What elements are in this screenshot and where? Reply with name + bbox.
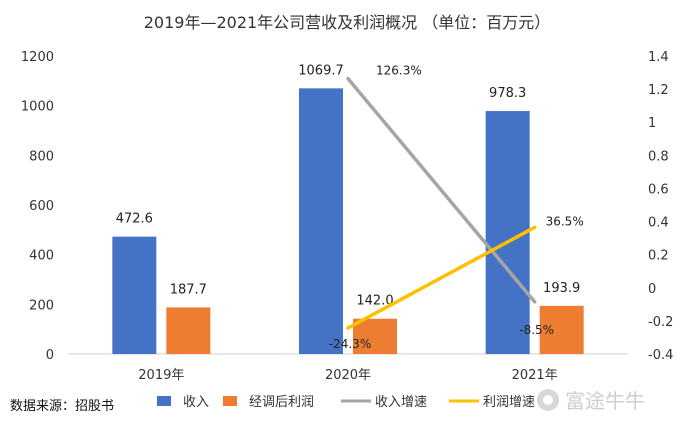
category-label: 2021年: [512, 368, 558, 383]
bar-data-label: 978.3: [489, 86, 526, 101]
legend-label: 利润增速: [483, 395, 535, 410]
bar-profit: [539, 305, 584, 354]
right-axis: -0.4 -0.2 0 0.2 0.4 0.6 0.8 1 1.2 1.4: [648, 50, 673, 363]
line-revenue-growth: [346, 76, 537, 304]
right-tick-label: 1.4: [648, 50, 669, 65]
line-data-label: 36.5%: [546, 214, 584, 228]
line-profit-growth: [346, 225, 537, 330]
line-data-label: -8.5%: [519, 323, 554, 337]
line-data-label: -24.3%: [329, 337, 371, 351]
right-tick-label: 1: [648, 116, 656, 131]
left-tick-label: 1000: [21, 100, 54, 115]
legend: 收入 经调后利润 收入增速 利润增速: [157, 395, 535, 410]
right-tick-label: 0.8: [648, 149, 669, 164]
bar-profit: [166, 307, 211, 354]
left-tick-label: 600: [29, 199, 54, 214]
right-tick-label: 1.2: [648, 83, 669, 98]
watermark: 富途牛牛: [537, 389, 645, 413]
bar-revenue: [299, 88, 343, 354]
left-tick-label: 400: [29, 249, 54, 264]
bar-revenue: [112, 236, 157, 354]
line-data-label: 126.3%: [376, 64, 422, 78]
legend-label: 经调后利润: [249, 395, 314, 410]
watermark-text: 富途牛牛: [565, 389, 645, 413]
right-tick-label: -0.2: [648, 315, 673, 330]
left-axis: 0 200 400 600 800 1000 1200: [21, 50, 54, 363]
left-tick-label: 800: [29, 149, 54, 164]
category-label: 2019年: [138, 368, 184, 383]
bar-profit: [353, 318, 397, 354]
source-note: 数据来源：招股书: [10, 399, 114, 414]
right-tick-label: 0.2: [648, 249, 669, 264]
right-tick-label: 0.4: [648, 216, 669, 231]
left-tick-label: 200: [29, 298, 54, 313]
legend-swatch: [223, 396, 237, 406]
legend-label: 收入增速: [375, 395, 427, 410]
bar-data-label: 193.9: [543, 281, 580, 296]
left-tick-label: 1200: [21, 50, 54, 65]
right-tick-label: 0.6: [648, 182, 669, 197]
bar-data-label: 1069.7: [298, 63, 344, 78]
right-tick-label: 0: [648, 282, 656, 297]
watermark-logo-icon: [537, 389, 559, 411]
left-tick-label: 0: [46, 348, 54, 363]
bar-data-label: 472.6: [116, 212, 153, 227]
legend-label: 收入: [183, 395, 209, 410]
bar-data-label: 187.7: [170, 282, 207, 297]
bar-data-label: 142.0: [356, 294, 393, 309]
plot-area: 2019年 2020年 2021年 472.6 1069.7 978.3 187.7 142.…: [68, 63, 628, 383]
category-label: 2020年: [325, 368, 371, 383]
legend-swatch: [157, 396, 171, 406]
right-tick-label: -0.4: [648, 348, 673, 363]
chart-title: 2019年—2021年公司营收及利润概况 （单位：百万元）: [144, 13, 551, 32]
